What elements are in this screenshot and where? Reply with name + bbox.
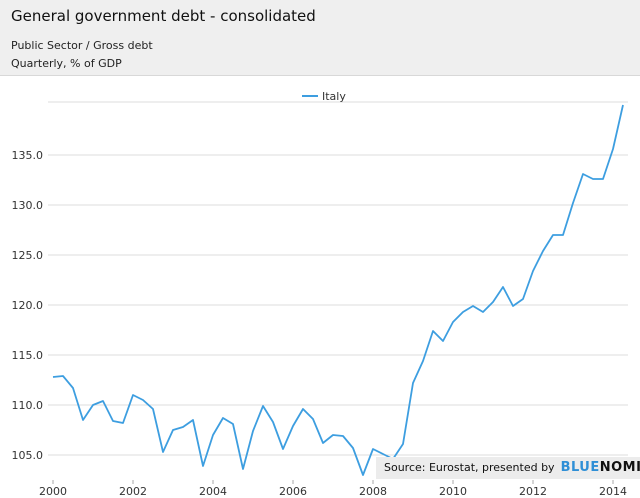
- data-point[interactable]: [301, 407, 306, 412]
- data-point[interactable]: [501, 285, 506, 290]
- x-tick-label-1: 2002: [119, 485, 147, 498]
- x-tick-label-7: 2014: [599, 485, 627, 498]
- data-point[interactable]: [261, 404, 266, 409]
- y-axis-ticks: 105.0 110.0 115.0 120.0 125.0 130.0 135.0: [12, 149, 44, 462]
- data-point[interactable]: [621, 103, 626, 108]
- y-tick-label-5: 130.0: [12, 199, 44, 212]
- data-point[interactable]: [161, 450, 166, 455]
- data-point[interactable]: [371, 447, 376, 452]
- data-point[interactable]: [251, 429, 256, 434]
- data-point[interactable]: [171, 428, 176, 433]
- x-tick-label-3: 2006: [279, 485, 307, 498]
- data-point[interactable]: [321, 441, 326, 446]
- data-point[interactable]: [91, 403, 96, 408]
- data-point[interactable]: [361, 473, 366, 478]
- x-tick-label-0: 2000: [39, 485, 67, 498]
- data-point[interactable]: [581, 172, 586, 177]
- data-point[interactable]: [451, 320, 456, 325]
- data-point[interactable]: [141, 398, 146, 403]
- data-point[interactable]: [181, 425, 186, 430]
- data-point[interactable]: [281, 447, 286, 452]
- y-tick-label-3: 120.0: [12, 299, 44, 312]
- data-point[interactable]: [341, 434, 346, 439]
- data-point[interactable]: [441, 339, 446, 344]
- legend[interactable]: Italy: [302, 90, 346, 103]
- x-tick-label-6: 2012: [519, 485, 547, 498]
- legend-label: Italy: [322, 90, 346, 103]
- y-tick-label-6: 135.0: [12, 149, 44, 162]
- x-axis-ticks: 2000 2002 2004 2006 2008 2010 2012 2014: [39, 480, 627, 498]
- data-point[interactable]: [561, 233, 566, 238]
- data-point[interactable]: [271, 420, 276, 425]
- data-point[interactable]: [411, 381, 416, 386]
- chart-subtitle-frequency: Quarterly, % of GDP: [11, 57, 122, 70]
- y-tick-label-4: 125.0: [12, 249, 44, 262]
- data-point[interactable]: [511, 304, 516, 309]
- data-point[interactable]: [111, 419, 116, 424]
- data-point[interactable]: [101, 399, 106, 404]
- data-point[interactable]: [201, 464, 206, 469]
- data-point[interactable]: [401, 442, 406, 447]
- data-point[interactable]: [151, 407, 156, 412]
- brand-logo-nomics: NOMICS: [599, 460, 640, 475]
- x-tick-label-5: 2010: [439, 485, 467, 498]
- data-point[interactable]: [481, 310, 486, 315]
- data-point[interactable]: [311, 417, 316, 422]
- data-point[interactable]: [461, 310, 466, 315]
- data-point[interactable]: [221, 416, 226, 421]
- data-point[interactable]: [521, 297, 526, 302]
- data-point[interactable]: [551, 233, 556, 238]
- data-point[interactable]: [591, 177, 596, 182]
- data-point[interactable]: [611, 147, 616, 152]
- data-point[interactable]: [71, 386, 76, 391]
- data-point[interactable]: [121, 421, 126, 426]
- source-credit: Source: Eurostat, presented by BLUENOMICS: [376, 457, 640, 479]
- data-point[interactable]: [541, 249, 546, 254]
- y-tick-label-0: 105.0: [12, 449, 44, 462]
- data-point[interactable]: [61, 374, 66, 379]
- data-point[interactable]: [331, 433, 336, 438]
- chart-subtitle-sector: Public Sector / Gross debt: [11, 39, 153, 52]
- data-point[interactable]: [131, 393, 136, 398]
- data-point[interactable]: [191, 418, 196, 423]
- data-point[interactable]: [431, 329, 436, 334]
- data-point[interactable]: [81, 418, 86, 423]
- brand-logo-blue: BLUE: [560, 460, 600, 475]
- data-point[interactable]: [421, 359, 426, 364]
- y-tick-label-2: 115.0: [12, 349, 44, 362]
- chart-header: General government debt - consolidated P…: [0, 0, 640, 76]
- y-tick-label-1: 110.0: [12, 399, 44, 412]
- series-line-0[interactable]: [52, 104, 624, 476]
- chart-title: General government debt - consolidated: [11, 7, 316, 25]
- data-point[interactable]: [351, 446, 356, 451]
- data-point[interactable]: [531, 269, 536, 274]
- data-point[interactable]: [571, 201, 576, 206]
- source-label: Source: Eurostat, presented by: [384, 461, 555, 474]
- data-point[interactable]: [381, 452, 386, 457]
- data-point[interactable]: [231, 422, 236, 427]
- data-point[interactable]: [241, 467, 246, 472]
- data-point[interactable]: [51, 375, 56, 380]
- data-point[interactable]: [471, 304, 476, 309]
- series-layer: [51, 103, 626, 478]
- data-point[interactable]: [211, 433, 216, 438]
- x-tick-label-2: 2004: [199, 485, 227, 498]
- data-point[interactable]: [601, 177, 606, 182]
- x-tick-label-4: 2008: [359, 485, 387, 498]
- data-point[interactable]: [291, 424, 296, 429]
- grid-lines: [48, 101, 628, 456]
- brand-logo[interactable]: BLUENOMICS: [561, 460, 640, 475]
- data-point[interactable]: [491, 300, 496, 305]
